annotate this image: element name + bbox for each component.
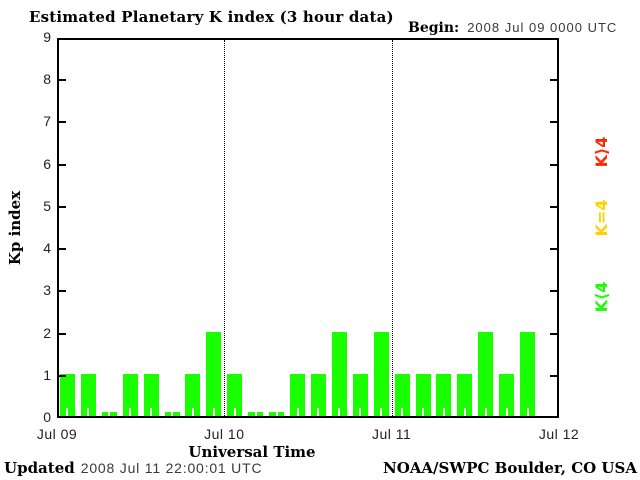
- begin-value: 2008 Jul 09 0000 UTC: [467, 20, 618, 35]
- x-tick-label: Jul 10: [204, 426, 245, 442]
- credit-text: NOAA/SWPC Boulder, CO USA: [382, 459, 637, 477]
- period-tick: [442, 408, 445, 416]
- y-axis-tick: [550, 121, 557, 124]
- y-tick-label: 9: [43, 29, 51, 45]
- period-tick: [191, 408, 194, 416]
- plot-area: [57, 38, 559, 418]
- kp-bar: [185, 373, 201, 416]
- period-tick: [401, 408, 404, 416]
- begin-timestamp: Begin: 2008 Jul 09 0000 UTC: [408, 19, 617, 37]
- period-tick: [526, 408, 529, 416]
- kp-bar: [122, 373, 138, 416]
- kp-bar: [478, 331, 494, 416]
- kp-bar: [415, 373, 431, 416]
- y-axis-tick: [59, 79, 66, 82]
- y-tick-label: 3: [43, 282, 51, 299]
- begin-label: Begin:: [408, 20, 460, 36]
- x-axis-label: Universal Time: [188, 443, 316, 461]
- y-axis-tick: [550, 374, 557, 377]
- period-tick: [296, 408, 299, 416]
- period-tick: [66, 408, 69, 416]
- y-tick-label: 7: [43, 113, 51, 130]
- y-axis-tick: [59, 290, 66, 293]
- period-tick: [129, 408, 132, 416]
- y-tick-label: 2: [43, 324, 51, 341]
- y-tick-label: 4: [43, 240, 51, 257]
- x-tick-label: Jul 09: [36, 426, 78, 442]
- legend-label: K⟩4: [592, 136, 611, 168]
- updated-timestamp: Updated 2008 Jul 11 22:00:01 UTC: [4, 459, 262, 478]
- period-tick: [87, 408, 90, 416]
- period-tick: [463, 408, 466, 416]
- kp-bar: [143, 373, 159, 416]
- y-axis-tick: [550, 248, 557, 251]
- updated-label: Updated: [4, 459, 75, 477]
- chart-title: Estimated Planetary K index (3 hour data…: [29, 8, 394, 26]
- period-tick: [212, 408, 215, 416]
- kp-bar: [290, 373, 306, 416]
- period-tick: [338, 408, 341, 416]
- day-boundary-line: [224, 40, 226, 416]
- legend-label: K⟨4: [592, 281, 611, 313]
- y-axis-tick: [59, 121, 66, 124]
- y-axis-tick: [59, 374, 66, 377]
- y-axis-tick: [550, 332, 557, 335]
- y-axis-tick: [59, 205, 66, 208]
- y-tick-label: 8: [43, 71, 51, 88]
- y-axis-tick: [550, 290, 557, 293]
- y-axis-tick: [550, 79, 557, 82]
- y-axis-tick: [59, 248, 66, 251]
- y-tick-label: 5: [43, 197, 51, 214]
- kp-bar: [80, 373, 96, 416]
- kp-bar: [520, 331, 536, 416]
- kp-bar: [352, 373, 368, 416]
- period-tick: [484, 408, 487, 416]
- kp-bar: [206, 331, 222, 416]
- day-boundary-line: [391, 40, 393, 416]
- y-axis-tick: [59, 332, 66, 335]
- kp-bar: [499, 373, 515, 416]
- period-tick: [150, 408, 153, 416]
- period-tick: [317, 408, 320, 416]
- y-tick-label: 0: [43, 409, 51, 425]
- y-axis-label: Kp index: [6, 190, 24, 266]
- kp-bar: [457, 373, 473, 416]
- y-tick-label: 1: [43, 366, 51, 383]
- y-axis-tick: [550, 205, 557, 208]
- period-tick: [380, 408, 383, 416]
- period-tick: [254, 408, 257, 416]
- kp-bar: [310, 373, 326, 416]
- x-tick-label: Jul 11: [371, 426, 412, 442]
- period-tick: [359, 408, 362, 416]
- kp-bar: [227, 373, 243, 416]
- kp-bar: [436, 373, 452, 416]
- updated-value: 2008 Jul 11 22:00:01 UTC: [80, 460, 263, 476]
- kp-bar: [331, 331, 347, 416]
- period-tick: [505, 408, 508, 416]
- y-tick-label: 6: [43, 155, 51, 172]
- period-tick: [275, 408, 278, 416]
- period-tick: [233, 408, 236, 416]
- kp-bar: [394, 373, 410, 416]
- period-tick: [108, 408, 111, 416]
- legend-label: K=4: [592, 199, 611, 237]
- kp-bar: [59, 373, 75, 416]
- period-tick: [171, 408, 174, 416]
- kp-bar: [373, 331, 389, 416]
- x-tick-label: Jul 12: [538, 426, 580, 442]
- y-axis-tick: [550, 163, 557, 166]
- period-tick: [422, 408, 425, 416]
- y-axis-tick: [59, 163, 66, 166]
